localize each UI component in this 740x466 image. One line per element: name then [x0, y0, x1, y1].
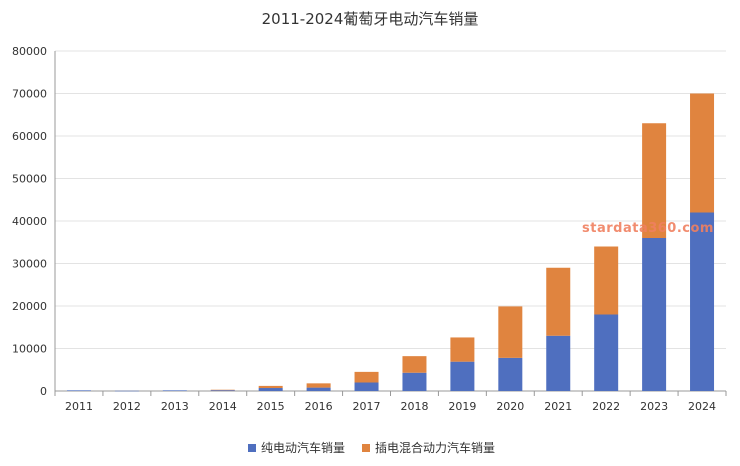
bar-segment-phev-2020 [498, 306, 523, 358]
y-tick-label: 0 [40, 385, 47, 398]
bar-segment-phev-2021 [546, 267, 571, 336]
x-tick-label: 2024 [688, 400, 716, 413]
x-tick-label: 2023 [640, 400, 668, 413]
x-axis: 2011 2012 2013 2014 2015 2016 2017 2018 2019 2020… [54, 391, 727, 413]
bar-segment-bev-2013 [162, 390, 187, 391]
legend-item-phev[interactable]: 插电混合动力汽车销量 [362, 440, 495, 455]
x-tick-label: 2018 [400, 400, 428, 413]
bar-segment-bev-2011 [66, 390, 91, 391]
bars [66, 93, 715, 392]
x-tick-label: 2012 [113, 400, 141, 413]
bar-segment-bev-2022 [594, 314, 619, 391]
bar-segment-phev-2023 [642, 123, 667, 238]
y-tick-label: 40000 [12, 215, 47, 228]
y-tick-label: 60000 [12, 130, 47, 143]
bar-segment-phev-2018 [402, 356, 427, 373]
bar-segment-bev-2019 [450, 361, 475, 391]
grid-lines [55, 50, 726, 392]
legend-swatch [362, 444, 370, 452]
bar-segment-phev-2014 [210, 389, 235, 391]
watermark: stardata360.com [582, 221, 714, 236]
x-tick-label: 2014 [209, 400, 237, 413]
y-tick-label: 70000 [12, 88, 47, 101]
bar-segment-bev-2017 [354, 382, 379, 391]
x-tick-label: 2013 [161, 400, 189, 413]
bar-segment-bev-2012 [114, 390, 139, 392]
x-tick-label: 2022 [592, 400, 620, 413]
bar-segment-bev-2023 [642, 238, 667, 391]
bar-segment-bev-2014 [210, 390, 235, 391]
bar-segment-bev-2016 [306, 387, 331, 391]
y-axis: 0 10000 20000 30000 40000 50000 60000 70000 8000… [12, 45, 56, 398]
legend-label: 纯电动汽车销量 [261, 440, 345, 455]
legend-item-bev[interactable]: 纯电动汽车销量 [248, 440, 345, 455]
bar-segment-bev-2015 [258, 388, 283, 391]
x-tick-label: 2011 [65, 400, 93, 413]
legend-label: 插电混合动力汽车销量 [375, 440, 495, 455]
x-tick-label: 2020 [496, 400, 524, 413]
bar-segment-phev-2024 [690, 93, 715, 213]
x-tick-label: 2021 [544, 400, 572, 413]
y-tick-label: 80000 [12, 45, 47, 58]
x-tick-label: 2019 [448, 400, 476, 413]
bar-segment-bev-2018 [402, 372, 427, 391]
bar-segment-phev-2015 [258, 385, 283, 389]
x-tick-label: 2017 [353, 400, 381, 413]
legend: 纯电动汽车销量 插电混合动力汽车销量 [248, 440, 495, 455]
bar-segment-phev-2016 [306, 383, 331, 388]
bar-segment-bev-2020 [498, 357, 523, 391]
y-tick-label: 50000 [12, 173, 47, 186]
bar-segment-phev-2017 [354, 371, 379, 383]
x-tick-label: 2015 [257, 400, 285, 413]
chart-title: 2011-2024葡萄牙电动汽车销量 [262, 10, 479, 28]
y-tick-label: 30000 [12, 258, 47, 271]
x-tick-label: 2016 [305, 400, 333, 413]
bar-segment-phev-2022 [594, 246, 619, 315]
y-tick-label: 20000 [12, 300, 47, 313]
bar-segment-bev-2021 [546, 335, 571, 391]
legend-swatch [248, 444, 256, 452]
bar-segment-phev-2019 [450, 337, 475, 362]
bar-segment-bev-2024 [690, 212, 715, 391]
y-tick-label: 10000 [12, 343, 47, 356]
